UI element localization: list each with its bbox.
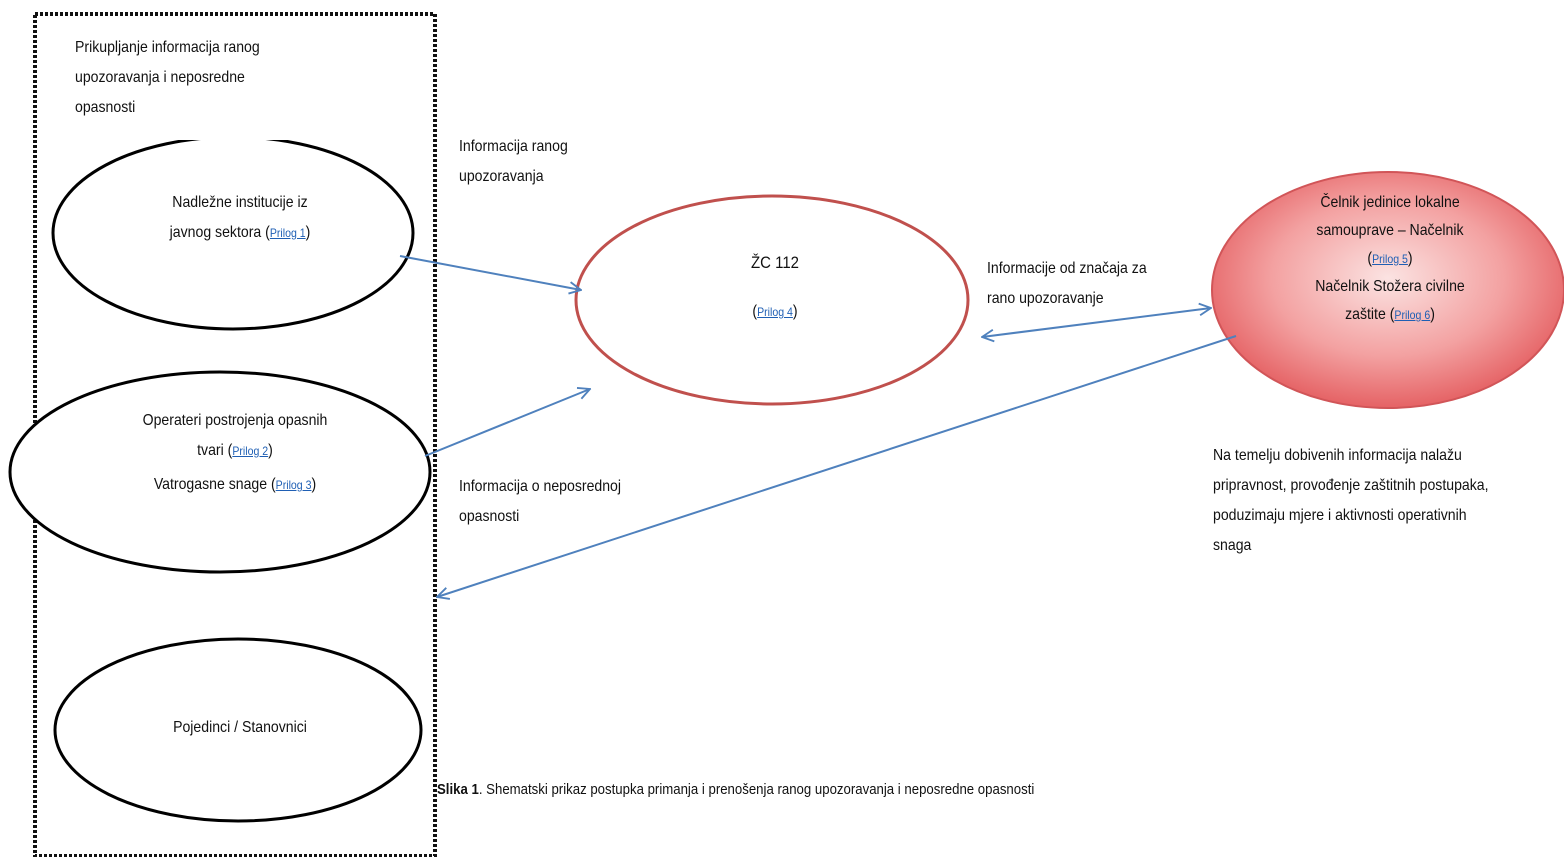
edge-label-significance: Informacije od značaja za rano upozorava…: [987, 254, 1147, 314]
edge-label-danger: Informacija o neposrednoj opasnosti: [459, 472, 621, 532]
edge-significance-line-2: rano upozoravanje: [987, 290, 1104, 307]
chief-line-5-close: ): [1430, 306, 1435, 323]
operators-line-2-text: tvari (: [197, 442, 233, 459]
zc112-title: ŽC 112: [751, 253, 799, 272]
operators-line-2-close: ): [268, 442, 273, 459]
edge-danger-line-2: opasnosti: [459, 508, 520, 525]
chief-line-3: (Prilog 5): [1267, 245, 1513, 273]
citizens-label: Pojedinci / Stanovnici: [117, 713, 363, 743]
group-box-title: Prikupljanje informacija ranog upozorava…: [75, 33, 260, 123]
institutions-line-2: javnog sektora (Prilog 1): [117, 218, 363, 248]
prilog-5-link[interactable]: Prilog 5: [1372, 252, 1408, 266]
arrow-operators-to-zc112: [424, 389, 590, 457]
group-title-line-3: opasnosti: [75, 99, 136, 116]
chief-line-5-text: zaštite (: [1345, 306, 1395, 323]
zc112-label: ŽC 112 (Prilog 4): [691, 248, 858, 327]
chief-line-2: samouprave – Načelnik: [1316, 222, 1464, 239]
caption-bold: Slika 1: [437, 781, 479, 798]
ellipse-cutoff: [40, 122, 430, 140]
operators-line-3: Vatrogasne snage (Prilog 3): [90, 470, 380, 500]
operators-line-3-close: ): [311, 476, 317, 493]
institutions-line-1: Nadležne institucije iz: [172, 194, 308, 211]
chief-ellipse: [1211, 171, 1564, 409]
chief-line-5: zaštite (Prilog 6): [1267, 301, 1513, 329]
outcome-line-4: snaga: [1213, 537, 1252, 554]
citizens-text: Pojedinci / Stanovnici: [173, 719, 307, 736]
arrow-chief-to-group: [437, 335, 1237, 597]
prilog-3-link[interactable]: Prilog 3: [275, 478, 312, 492]
citizens-ellipse: [53, 637, 423, 823]
arrow-institutions-to-zc112: [399, 255, 581, 290]
operators-line-1: Operateri postrojenja opasnih: [142, 412, 328, 429]
outcome-note: Na temelju dobivenih informacija nalažu …: [1213, 441, 1489, 561]
prilog-4-link[interactable]: Prilog 4: [757, 305, 793, 319]
prilog-2-link[interactable]: Prilog 2: [232, 444, 269, 458]
edge-early-line-2: upozoravanja: [459, 168, 544, 185]
edge-early-line-1: Informacija ranog: [459, 138, 568, 155]
zc112-open: (: [752, 303, 758, 320]
zc112-ellipse: [574, 194, 970, 406]
outcome-line-1: Na temelju dobivenih informacija nalažu: [1213, 447, 1462, 464]
edge-danger-line-1: Informacija o neposrednoj: [459, 478, 622, 495]
institutions-line-2-text: javnog sektora (: [169, 224, 270, 241]
zc112-close: ): [792, 303, 798, 320]
chief-close: ): [1407, 250, 1413, 267]
prilog-6-link[interactable]: Prilog 6: [1394, 308, 1431, 322]
institutions-line-2-close: ): [305, 224, 311, 241]
chief-open: (: [1367, 250, 1373, 267]
operators-ellipse: [8, 370, 432, 574]
outcome-line-2: pripravnost, provođenje zaštitnih postup…: [1213, 477, 1489, 494]
chief-line-1: Čelnik jedinice lokalne: [1320, 194, 1460, 211]
chief-line-4: Načelnik Stožera civilne: [1315, 278, 1465, 295]
arrow-zc112-chief-bidirectional: [982, 308, 1211, 337]
institutions-label: Nadležne institucije iz javnog sektora (…: [117, 188, 363, 248]
operators-line-3-text: Vatrogasne snage (: [153, 476, 276, 493]
prilog-1-link[interactable]: Prilog 1: [269, 226, 306, 240]
group-title-line-2: upozoravanja i neposredne: [75, 69, 245, 86]
operators-label: Operateri postrojenja opasnih tvari (Pri…: [90, 406, 380, 500]
group-title-line-1: Prikupljanje informacija ranog: [75, 39, 260, 56]
chief-label: Čelnik jedinice lokalne samouprave – Nač…: [1267, 189, 1513, 329]
caption-text: . Shematski prikaz postupka primanja i p…: [478, 781, 1035, 798]
figure-caption: Slika 1. Shematski prikaz postupka prima…: [437, 780, 1034, 800]
operators-line-2: tvari (Prilog 2): [90, 436, 380, 466]
edge-significance-line-1: Informacije od značaja za: [987, 260, 1147, 277]
edge-label-early-warning: Informacija ranog upozoravanja: [459, 132, 568, 192]
zc112-link-line: (Prilog 4): [691, 297, 858, 327]
outcome-line-3: poduzimaju mjere i aktivnosti operativni…: [1213, 507, 1467, 524]
